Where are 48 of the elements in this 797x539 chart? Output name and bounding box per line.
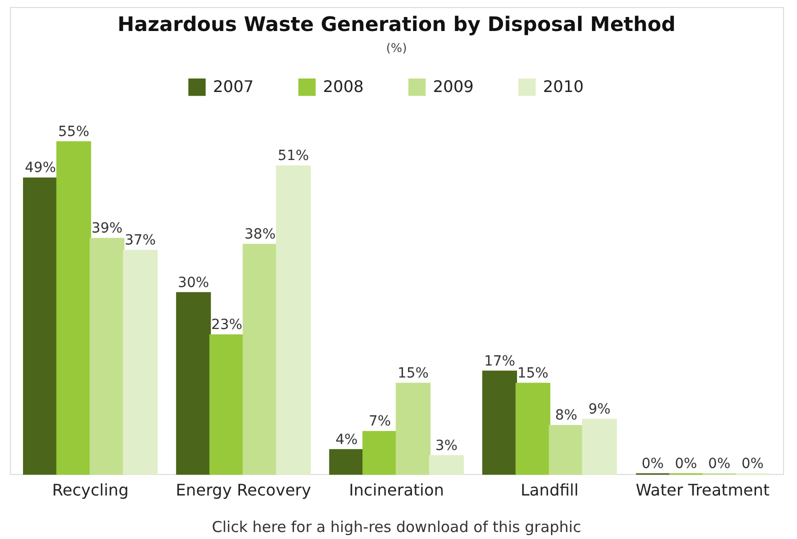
- x-tick-label: Incineration: [348, 480, 444, 500]
- bar: [122, 250, 158, 475]
- bar: [516, 382, 550, 475]
- bar: [329, 449, 364, 475]
- x-tick-label: Water Treatment: [636, 480, 770, 500]
- data-label: 15%: [398, 365, 429, 382]
- data-label: 23%: [211, 317, 242, 334]
- chart-subtitle: (%): [386, 41, 407, 55]
- data-label: 0%: [642, 456, 664, 472]
- text: Click here for a high-res download of this graphic: [212, 518, 582, 536]
- x-tick-label: Recycling: [52, 480, 129, 500]
- data-label: 49%: [24, 160, 56, 176]
- bar: [90, 238, 124, 475]
- legend-label: 2007: [213, 77, 254, 96]
- data-label: 15%: [517, 365, 548, 382]
- data-label: 0%: [741, 456, 764, 472]
- x-tick-label: Energy Recovery: [176, 480, 312, 500]
- bar: [482, 370, 518, 475]
- data-label: 0%: [674, 456, 698, 472]
- data-label: 4%: [335, 432, 358, 448]
- data-label: 8%: [555, 408, 578, 424]
- data-label: 37%: [124, 232, 156, 249]
- data-label: 9%: [588, 402, 611, 418]
- bar: [396, 382, 431, 475]
- legend-label: 2008: [323, 77, 364, 96]
- bar: [23, 177, 58, 475]
- x-tick-label: Landfill: [520, 480, 579, 500]
- legend-label: 2009: [433, 77, 474, 96]
- chart-title: Hazardous Waste Generation by Disposal Method: [117, 12, 676, 36]
- data-label: 30%: [178, 274, 210, 291]
- data-label: 7%: [368, 414, 391, 430]
- bar: [209, 334, 244, 475]
- data-label: 55%: [58, 124, 90, 140]
- bar: [56, 141, 92, 475]
- bar: [582, 418, 617, 475]
- data-label: 0%: [708, 456, 730, 472]
- legend-label: 2010: [543, 77, 584, 96]
- bar: [176, 292, 211, 475]
- bar: [362, 430, 398, 475]
- data-label: 17%: [484, 353, 516, 370]
- data-label: 39%: [91, 220, 123, 237]
- data-label: 51%: [278, 148, 309, 164]
- bar: [548, 424, 584, 475]
- bar: [276, 165, 311, 475]
- bar: [429, 455, 464, 475]
- bar: [242, 244, 278, 475]
- data-label: 3%: [435, 438, 458, 454]
- data-label: 38%: [244, 226, 276, 243]
